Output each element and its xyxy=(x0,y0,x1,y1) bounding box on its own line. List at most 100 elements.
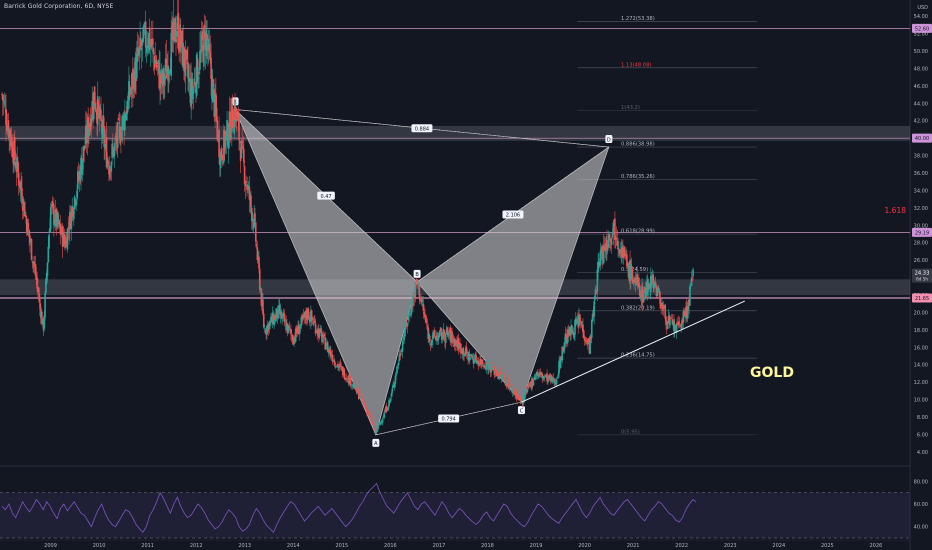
candle-body xyxy=(557,374,560,376)
candle-body xyxy=(82,146,85,162)
candle-body xyxy=(184,49,187,77)
candle-body xyxy=(547,375,549,383)
candle-body xyxy=(388,400,390,407)
year-tick-label: 2022 xyxy=(675,543,688,549)
candle-body xyxy=(398,354,401,361)
candle-body xyxy=(227,139,230,149)
candle-body xyxy=(29,235,31,243)
candle-body xyxy=(235,109,238,121)
year-tick-label: 2012 xyxy=(190,543,203,549)
candle-body xyxy=(689,285,692,287)
candle-body xyxy=(495,372,498,377)
candle-body xyxy=(383,412,386,418)
candle-body xyxy=(5,109,7,126)
support-trendline xyxy=(521,300,745,403)
price-tick-label: 10.00 xyxy=(914,398,928,404)
candle-body xyxy=(448,334,450,336)
candle-body xyxy=(120,126,123,141)
candle-body xyxy=(361,395,363,401)
candle-body xyxy=(207,38,210,50)
candle-body xyxy=(107,160,109,166)
candle-body xyxy=(39,303,42,316)
fib-label: 1(43.2) xyxy=(621,105,640,111)
candle-body xyxy=(432,332,434,339)
price-tick-label: 6.00 xyxy=(917,432,928,438)
candle-body xyxy=(516,396,519,400)
candle-body xyxy=(51,200,54,203)
ratio-box xyxy=(502,210,524,219)
candle-body xyxy=(210,57,212,79)
candle-body xyxy=(502,376,504,377)
time-axis[interactable]: 2009 2010 2011 2012 2013 2014 2015 2016 2017 2018… xyxy=(0,539,910,549)
candle-body xyxy=(289,328,291,330)
candle-body xyxy=(477,360,480,366)
candle-body xyxy=(416,279,418,282)
candle-body xyxy=(447,332,449,336)
annotations: 1.618 GOLD xyxy=(750,206,906,381)
candle-body xyxy=(422,303,425,311)
candle-body xyxy=(23,202,26,217)
candle-body xyxy=(424,316,427,323)
year-tick-label: 2016 xyxy=(384,543,397,549)
year-tick-label: 2011 xyxy=(141,543,154,549)
candle-body xyxy=(691,277,694,279)
candle-body xyxy=(657,289,660,293)
candle-body xyxy=(403,335,406,341)
candle-body xyxy=(433,330,436,337)
candle-body xyxy=(192,86,195,95)
candle-body xyxy=(335,366,338,367)
candle-body xyxy=(382,416,385,419)
fib-label: 0.618(28.99) xyxy=(621,229,655,235)
candle-body xyxy=(443,330,445,338)
candle-body xyxy=(485,361,488,370)
candle-body xyxy=(626,263,629,268)
candle-body xyxy=(387,407,390,410)
candle-body xyxy=(567,329,569,343)
candle-body xyxy=(478,363,481,366)
candle-body xyxy=(589,337,591,354)
ratio-box xyxy=(438,414,460,423)
candle-body xyxy=(66,228,69,250)
candle-body xyxy=(256,247,259,261)
candle-body xyxy=(140,40,142,48)
point-box xyxy=(605,135,613,144)
candle-body xyxy=(690,277,693,286)
candle-body xyxy=(504,380,507,386)
candle-body xyxy=(495,370,497,374)
candle-body xyxy=(268,322,271,330)
candle-body xyxy=(186,49,188,60)
candle-body xyxy=(34,264,37,276)
candle-body xyxy=(53,204,55,225)
year-tick-label: 2014 xyxy=(287,543,300,549)
candle-body xyxy=(172,18,175,42)
candle-body xyxy=(642,293,645,303)
candle-body xyxy=(571,325,573,333)
trendline[interactable] xyxy=(521,300,745,403)
ratio-label: 0.47 xyxy=(320,194,331,200)
candle-body xyxy=(508,385,511,389)
price-axis[interactable]: USD 54.00 52.00 50.00 48.00 46.00 44.00 42.00 40… xyxy=(912,5,932,456)
candle-body xyxy=(152,48,155,55)
candle-body xyxy=(389,398,392,402)
level-price-text: 52.60 xyxy=(915,26,929,32)
candle-body xyxy=(594,295,596,300)
fib-retracement[interactable]: 1.272(53.38) 1.13(48.08) 1(43.2) 0.886(38.9… xyxy=(577,16,757,435)
candle-body xyxy=(660,307,662,309)
candle-body xyxy=(4,104,6,106)
candle-body xyxy=(587,338,590,343)
candle-body xyxy=(212,79,215,87)
candle-body xyxy=(371,422,374,424)
candle-body xyxy=(293,337,295,345)
candle-body xyxy=(418,284,421,299)
candle-body xyxy=(46,262,49,276)
price-tick-label: 32.00 xyxy=(914,206,928,212)
candle-body xyxy=(177,13,180,50)
candle-body xyxy=(229,111,232,141)
candle-body xyxy=(199,50,201,70)
candle-body xyxy=(219,152,222,169)
candle-body xyxy=(35,274,38,280)
candle-body xyxy=(407,314,410,321)
year-tick-label: 2019 xyxy=(530,543,543,549)
